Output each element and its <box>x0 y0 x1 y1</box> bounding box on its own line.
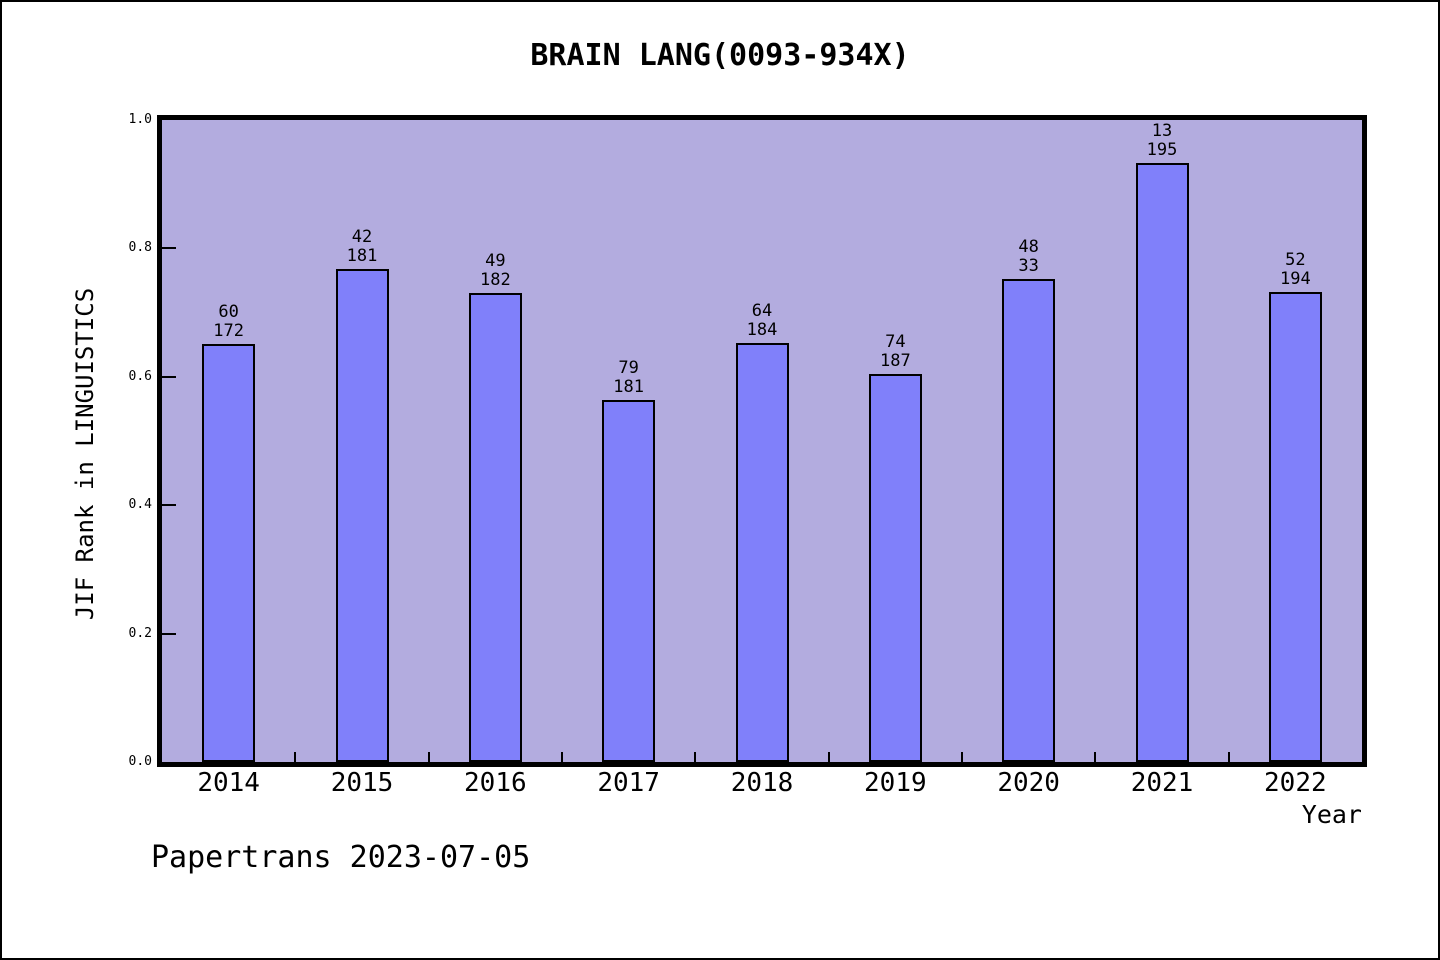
x-tick-label-2022: 2022 <box>1264 768 1327 798</box>
x-axis-title: Year <box>1301 800 1362 829</box>
plot-area: 60 172 42 181 49 182 79 181 64 184 74 187 48 3… <box>162 120 1362 762</box>
bar-value-label-2015: 42 181 <box>346 227 378 266</box>
footer-watermark: Papertrans 2023-07-05 <box>151 840 531 875</box>
y-tick-label-0.6: 0.6 <box>128 369 152 384</box>
y-axis-tick <box>162 247 176 249</box>
bar-value-label-2022: 52 194 <box>1279 250 1311 289</box>
y-axis-title: JIF Rank in LINGUISTICS <box>71 287 99 621</box>
x-tick-label-2014: 2014 <box>197 768 260 798</box>
x-axis-tick <box>961 752 963 762</box>
y-axis-tick <box>162 376 176 378</box>
bar-2018 <box>735 343 789 762</box>
bar-value-label-2021: 13 195 <box>1146 121 1178 160</box>
x-axis-tick <box>1094 752 1096 762</box>
x-tick-label-2019: 2019 <box>864 768 927 798</box>
bar-value-label-2017: 79 181 <box>613 358 645 397</box>
y-axis-tick <box>162 633 176 635</box>
plot-frame: 60 172 42 181 49 182 79 181 64 184 74 187 48 3… <box>157 115 1367 767</box>
bar-value-label-2020: 48 33 <box>1018 237 1039 276</box>
y-tick-label-0.8: 0.8 <box>128 240 152 255</box>
y-tick-label-1.0: 1.0 <box>128 112 152 127</box>
y-tick-label-0.0: 0.0 <box>128 754 152 769</box>
bar-2015 <box>335 269 389 762</box>
x-axis-tick-labels: 2014 2015 2016 2017 2018 2019 2020 2021 2022 <box>162 768 1362 802</box>
x-axis-tick <box>828 752 830 762</box>
bar-2014 <box>202 344 256 762</box>
bar-value-label-2016: 49 182 <box>479 251 511 290</box>
bar-value-label-2014: 60 172 <box>213 302 245 341</box>
x-tick-label-2020: 2020 <box>997 768 1060 798</box>
x-tick-label-2015: 2015 <box>330 768 394 798</box>
bar-value-label-2019: 74 187 <box>879 332 911 371</box>
bar-2020 <box>1002 279 1056 762</box>
x-tick-label-2021: 2021 <box>1130 768 1194 798</box>
x-axis-tick <box>561 752 563 762</box>
x-tick-label-2017: 2017 <box>597 768 660 798</box>
bar-2022 <box>1268 292 1322 762</box>
x-axis-tick <box>294 752 296 762</box>
x-axis-tick <box>428 752 430 762</box>
y-tick-label-0.4: 0.4 <box>128 497 152 512</box>
bar-2021 <box>1135 163 1189 762</box>
y-tick-label-0.2: 0.2 <box>128 626 152 641</box>
x-axis-tick <box>694 752 696 762</box>
bar-2019 <box>868 374 922 762</box>
chart-title: BRAIN LANG(0093-934X) <box>530 38 910 73</box>
bar-2016 <box>468 293 522 762</box>
bar-value-label-2018: 64 184 <box>746 301 778 340</box>
x-tick-label-2018: 2018 <box>730 768 794 798</box>
bar-2017 <box>602 400 656 762</box>
x-tick-label-2016: 2016 <box>464 768 527 798</box>
y-axis-tick <box>162 504 176 506</box>
x-axis-tick <box>1228 752 1230 762</box>
